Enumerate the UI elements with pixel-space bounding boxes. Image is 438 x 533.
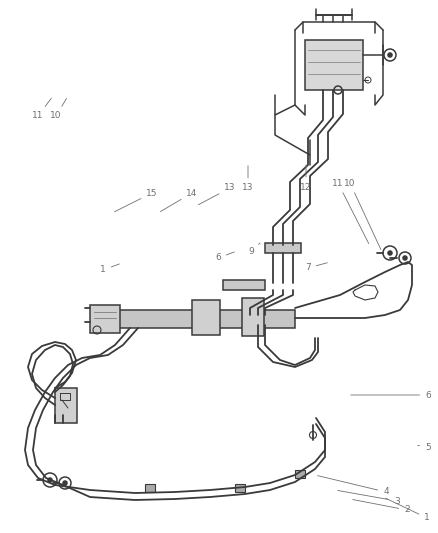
Bar bbox=[192, 300, 220, 335]
Text: 3: 3 bbox=[338, 490, 400, 505]
Circle shape bbox=[63, 481, 67, 485]
Text: 11: 11 bbox=[32, 98, 51, 120]
Bar bbox=[242, 298, 264, 336]
Circle shape bbox=[48, 478, 52, 482]
Text: 5: 5 bbox=[418, 442, 431, 451]
Text: 2: 2 bbox=[353, 499, 410, 514]
Text: 1: 1 bbox=[385, 498, 430, 522]
Bar bbox=[108, 310, 295, 328]
Text: 6: 6 bbox=[351, 391, 431, 400]
Text: 10: 10 bbox=[50, 99, 67, 120]
Text: 12: 12 bbox=[300, 165, 312, 191]
Text: 9: 9 bbox=[248, 243, 260, 256]
Bar bbox=[305, 40, 363, 90]
Text: 10: 10 bbox=[344, 179, 381, 249]
Bar bbox=[235, 484, 245, 492]
Bar bbox=[90, 305, 120, 333]
Bar bbox=[265, 243, 301, 253]
Text: 11: 11 bbox=[332, 179, 369, 244]
Bar bbox=[223, 280, 265, 290]
Text: 15: 15 bbox=[114, 189, 158, 212]
Text: 13: 13 bbox=[198, 183, 236, 205]
Bar bbox=[55, 388, 77, 423]
Text: 7: 7 bbox=[305, 263, 327, 272]
Circle shape bbox=[403, 256, 407, 260]
Text: 14: 14 bbox=[160, 189, 198, 212]
Text: 1: 1 bbox=[100, 264, 120, 274]
Circle shape bbox=[388, 53, 392, 57]
Bar bbox=[145, 484, 155, 492]
Text: 13: 13 bbox=[242, 166, 254, 192]
Circle shape bbox=[388, 251, 392, 255]
Bar bbox=[295, 470, 305, 478]
Text: 6: 6 bbox=[215, 252, 234, 262]
Text: 4: 4 bbox=[318, 475, 389, 497]
